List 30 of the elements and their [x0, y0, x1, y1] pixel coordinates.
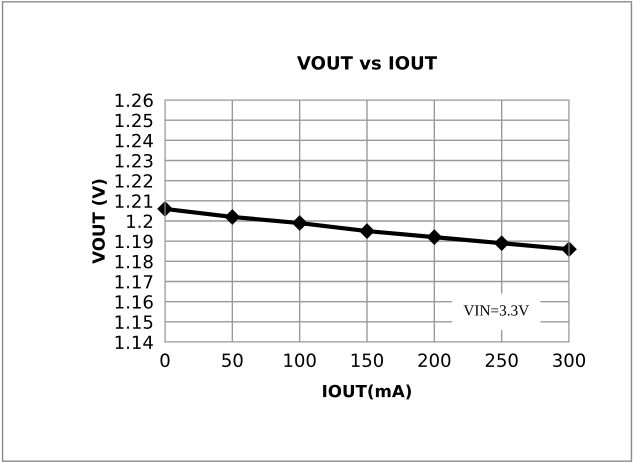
- point: [224, 209, 240, 225]
- y-tick-label: 1.26: [116, 93, 153, 108]
- point: [561, 242, 577, 257]
- y-tick-label: 1.14: [116, 336, 153, 349]
- y-tick-label: 1.2: [127, 214, 152, 228]
- x-axis-title: IOUT(mA): [323, 384, 411, 400]
- y-tick-label: 1.15: [116, 316, 152, 329]
- y-tick-label: 1.22: [116, 174, 152, 188]
- y-tick-label: 1.19: [116, 234, 153, 248]
- y-tick-label: 1.24: [116, 134, 153, 148]
- y-tick-label: 1.16: [116, 295, 153, 309]
- annotation: VIN=3.3V: [464, 305, 530, 316]
- x-tick-label: 100: [284, 353, 316, 368]
- y-axis-title: VOUT (V): [92, 180, 107, 264]
- x-tick-label: 200: [418, 353, 450, 368]
- chart-title: VOUT vs IOUT: [297, 56, 437, 70]
- y-tick-label: 1.21: [116, 194, 152, 208]
- y-tick-label: 1.17: [116, 275, 152, 288]
- y-tick-label: 1.23: [116, 154, 152, 168]
- point: [359, 224, 375, 239]
- x-tick-label: 150: [352, 353, 384, 368]
- point: [426, 230, 442, 245]
- point: [292, 215, 308, 231]
- point: [494, 236, 510, 251]
- x-tick-label: 250: [486, 353, 518, 368]
- y-tick-label: 1.18: [116, 254, 153, 268]
- x-tick-label: 0: [160, 353, 170, 368]
- x-tick-label: 300: [553, 353, 586, 368]
- y-tick-label: 1.25: [116, 114, 152, 128]
- x-tick-label: 50: [222, 353, 243, 368]
